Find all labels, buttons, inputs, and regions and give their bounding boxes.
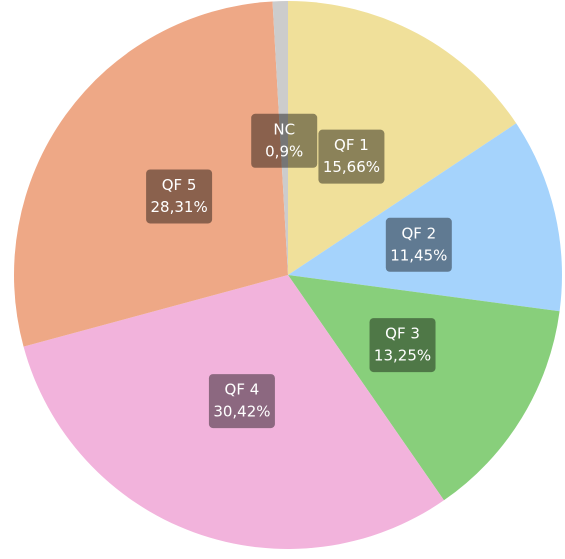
label-value: 13,25% bbox=[374, 347, 431, 365]
slice-label: QF 4 30,42% bbox=[208, 374, 275, 429]
label-box bbox=[369, 318, 436, 373]
label-name: QF 3 bbox=[385, 325, 420, 343]
slice-label: NC 0,9% bbox=[251, 113, 318, 168]
label-value: 15,66% bbox=[323, 158, 380, 176]
label-box bbox=[208, 374, 275, 429]
label-value: 0,9% bbox=[265, 142, 303, 160]
pie-slice bbox=[23, 275, 444, 549]
pie-slice bbox=[272, 1, 288, 275]
pie-slice bbox=[14, 1, 289, 347]
slice-label: QF 1 15,66% bbox=[318, 129, 385, 184]
label-name: QF 4 bbox=[225, 381, 260, 399]
slice-label: QF 2 11,45% bbox=[385, 217, 452, 272]
pie-slice bbox=[288, 1, 517, 275]
pie-slice bbox=[288, 123, 562, 312]
label-value: 28,31% bbox=[151, 198, 208, 216]
label-box bbox=[385, 217, 452, 272]
label-name: QF 1 bbox=[334, 136, 369, 154]
label-box bbox=[146, 169, 213, 224]
slice-label: QF 3 13,25% bbox=[369, 318, 436, 373]
label-value: 30,42% bbox=[213, 403, 270, 421]
label-value: 11,45% bbox=[390, 246, 447, 264]
slice-label: QF 5 28,31% bbox=[146, 169, 213, 224]
label-name: NC bbox=[273, 120, 295, 138]
label-box bbox=[251, 113, 318, 168]
pie-slice bbox=[288, 275, 560, 501]
label-name: QF 5 bbox=[162, 176, 197, 194]
label-name: QF 2 bbox=[401, 224, 436, 242]
label-box bbox=[318, 129, 385, 184]
